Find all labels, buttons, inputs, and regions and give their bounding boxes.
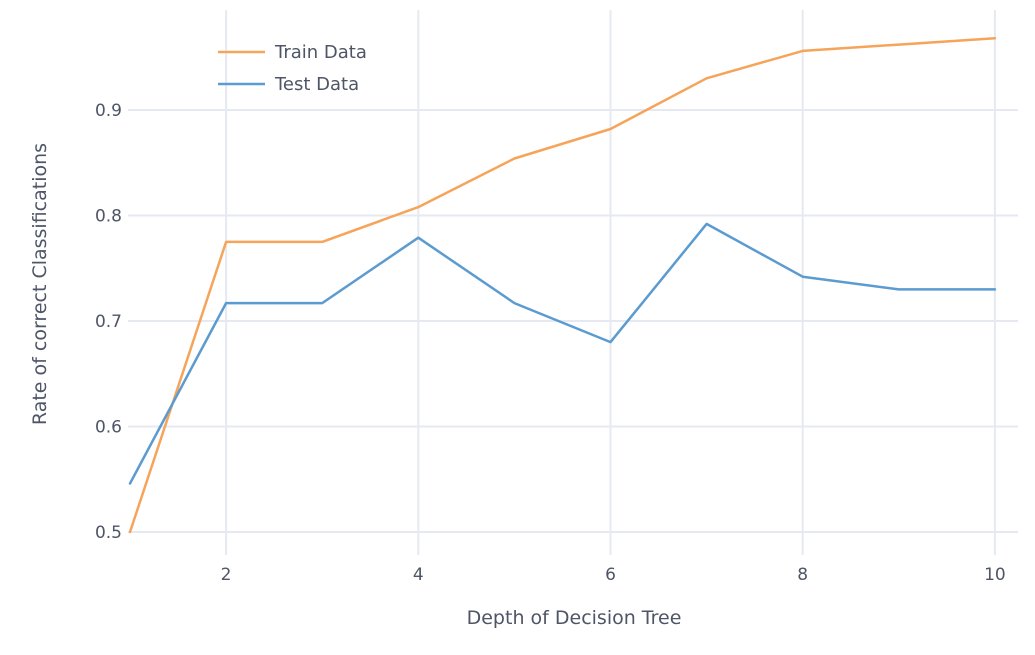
test-data-line[interactable]: [128, 222, 997, 485]
x-axis-title: Depth of Decision Tree: [467, 607, 682, 629]
legend-item-train[interactable]: Train Data: [218, 42, 367, 63]
x-tick-label: 8: [797, 565, 808, 585]
x-tick-label: 10: [984, 565, 1006, 585]
legend-label-test: Test Data: [274, 74, 359, 95]
y-tick-label: 0.7: [95, 312, 122, 332]
y-tick-label: 0.9: [95, 101, 122, 121]
y-tick-label: 0.6: [95, 418, 122, 438]
x-tick-label: 2: [221, 565, 232, 585]
legend-item-test[interactable]: Test Data: [218, 74, 359, 95]
x-tick-label: 4: [413, 565, 424, 585]
y-axis-ticks: 0.5 0.6 0.7 0.8 0.9: [95, 101, 122, 543]
plot-area: [128, 37, 997, 534]
y-axis-title: Rate of correct Classifications: [29, 143, 51, 425]
vertical-gridlines: [225, 10, 996, 555]
x-tick-label: 6: [605, 565, 616, 585]
x-axis-ticks: 2 4 6 8 10: [221, 565, 1006, 585]
train-data-line[interactable]: [128, 37, 997, 534]
horizontal-gridlines: [128, 109, 1018, 533]
y-tick-label: 0.8: [95, 207, 122, 227]
legend-label-train: Train Data: [274, 42, 367, 63]
legend: Train Data Test Data: [218, 42, 367, 95]
y-tick-label: 0.5: [95, 523, 122, 543]
